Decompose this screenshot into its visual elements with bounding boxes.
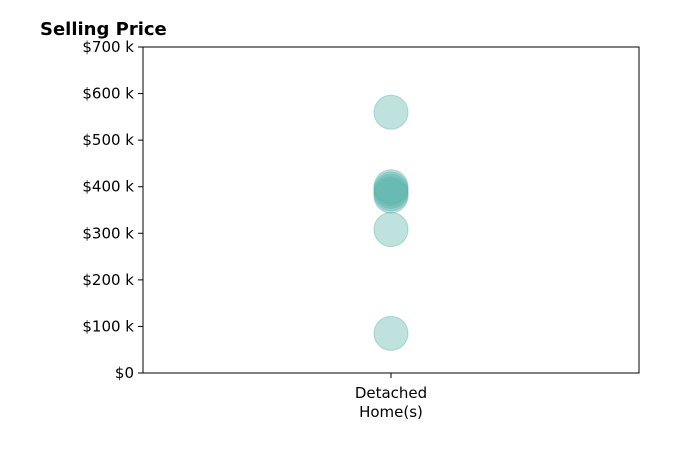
data-point	[373, 315, 409, 351]
data-point	[373, 173, 409, 209]
y-tick-label: $100 k	[82, 317, 134, 335]
y-tick-label: $700 k	[82, 38, 134, 56]
data-point	[373, 171, 409, 207]
x-tick-label: Detached Home(s)	[355, 384, 427, 421]
x-axis: Detached Home(s)	[355, 373, 427, 421]
y-tick-label: $0	[115, 364, 134, 382]
y-tick-label: $200 k	[82, 271, 134, 289]
data-point	[373, 176, 409, 212]
y-tick-label: $500 k	[82, 131, 134, 149]
chart-title: Selling Price	[40, 19, 167, 40]
data-points	[373, 94, 409, 351]
data-point	[373, 94, 409, 130]
y-tick-label: $600 k	[82, 85, 134, 103]
data-point	[373, 178, 409, 214]
data-point	[373, 169, 409, 205]
y-tick-label: $400 k	[82, 178, 134, 196]
y-tick-label: $300 k	[82, 224, 134, 242]
data-point	[373, 212, 409, 248]
y-axis: $0 $100 k $200 k $300 k $400 k $500 k $600 k $7…	[82, 38, 143, 382]
